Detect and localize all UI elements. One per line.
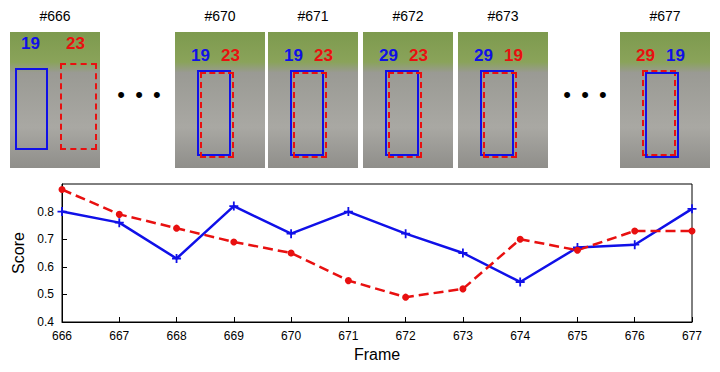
html-text:#672: #672: [392, 8, 424, 24]
svg-text:675: 675: [567, 329, 587, 343]
svg-text:676: 676: [625, 329, 645, 343]
html-text:19: 19: [284, 46, 303, 65]
html-text:23: 23: [221, 46, 240, 65]
html-text:19: 19: [21, 34, 40, 53]
svg-text:668: 668: [167, 329, 187, 343]
svg-text:666: 666: [52, 329, 72, 343]
svg-text:0.8: 0.8: [37, 205, 54, 219]
html-text:29: 29: [474, 46, 493, 65]
html-text:19: 19: [504, 46, 523, 65]
svg-text:667: 667: [109, 329, 129, 343]
svg-text:670: 670: [281, 329, 301, 343]
svg-text:677: 677: [682, 329, 702, 343]
svg-text:0.4: 0.4: [37, 315, 54, 329]
html-text:#671: #671: [297, 8, 329, 24]
svg-text:Frame: Frame: [354, 346, 400, 363]
svg-text:673: 673: [453, 329, 473, 343]
html-text:#677: #677: [649, 8, 681, 24]
svg-text:671: 671: [338, 329, 358, 343]
svg-text:674: 674: [510, 329, 530, 343]
svg-text:672: 672: [396, 329, 416, 343]
html-text:23: 23: [314, 46, 333, 65]
html-text:23: 23: [66, 34, 85, 53]
html-text:#673: #673: [487, 8, 519, 24]
html-text:#670: #670: [204, 8, 236, 24]
html-text:29: 29: [379, 46, 398, 65]
html-text:19: 19: [666, 46, 685, 65]
html-text:29: 29: [636, 46, 655, 65]
svg-text:0.7: 0.7: [37, 232, 54, 246]
html-text:23: 23: [409, 46, 428, 65]
svg-text:0.6: 0.6: [37, 260, 54, 274]
html-text:#666: #666: [39, 8, 71, 24]
svg-text:Score: Score: [10, 232, 27, 274]
svg-text:0.5: 0.5: [37, 287, 54, 301]
svg-text:669: 669: [224, 329, 244, 343]
html-text:19: 19: [191, 46, 210, 65]
